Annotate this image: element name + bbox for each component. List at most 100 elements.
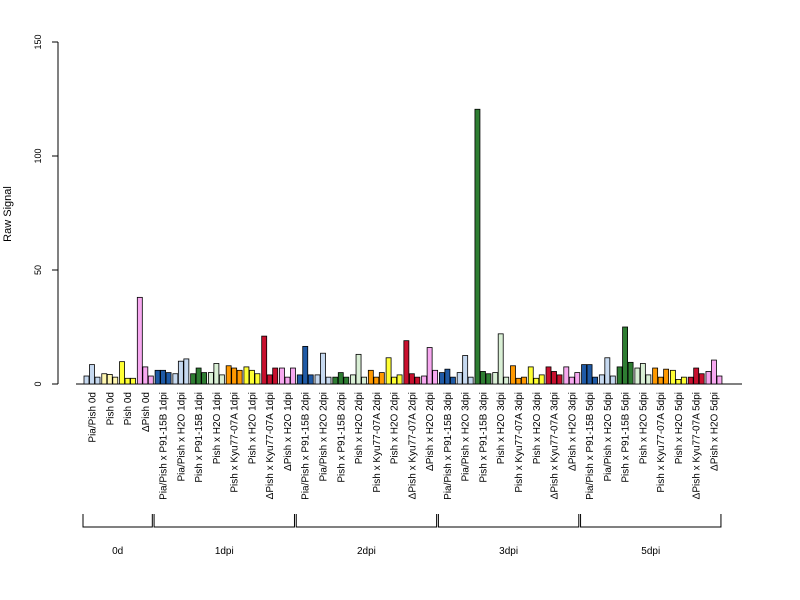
bar-27-1 [568, 376, 575, 385]
x-tick-label-1: Pish 0d [105, 392, 116, 425]
x-tick-label-21: Pia/Pish x H2O 3dpi [461, 392, 472, 482]
bar-21-0 [456, 372, 463, 385]
bar-17-0 [385, 357, 392, 385]
x-tick-label-10: ΔPish x Kyu77-07A 1dpi [265, 392, 276, 499]
group-label-0: 0d [112, 546, 123, 557]
bar-20-2 [449, 376, 456, 385]
bar-26-0 [545, 366, 552, 385]
bar-20-1 [444, 368, 451, 385]
bar-4-0 [154, 369, 161, 385]
x-tick-label-29: Pia/Pish x H2O 5dpi [603, 392, 614, 482]
bar-15-0 [350, 374, 356, 385]
bar-27-2 [574, 372, 581, 385]
bar-16-1 [373, 376, 380, 385]
bar-19-2 [432, 369, 439, 385]
bar-31-1 [639, 363, 646, 385]
x-tick-label-25: Pish x H2O 3dpi [532, 392, 543, 464]
x-tick-label-28: Pia/Pish x P91-15B 5dpi [585, 392, 596, 500]
group-bracket-0 [82, 514, 153, 528]
bar-27-0 [563, 366, 570, 385]
bar-22-1 [480, 371, 486, 385]
x-tick-label-3: ΔPish 0d [141, 392, 152, 432]
x-tick-label-16: Pish x Kyu77-07A 2dpi [372, 392, 383, 493]
x-tick-label-31: Pish x H2O 5dpi [638, 392, 649, 464]
bar-13-1 [320, 352, 326, 385]
group-bracket-4 [580, 514, 722, 528]
bar-4-1 [160, 369, 166, 385]
bar-25-0 [527, 366, 534, 385]
x-tick-label-14: Pish x P91-15B 2dpi [336, 392, 347, 483]
bar-9-1 [249, 369, 255, 385]
bar-34-1 [693, 367, 700, 385]
bar-6-2 [201, 372, 208, 385]
bar-1-1 [106, 374, 113, 385]
x-tick-label-24: Pish x Kyu77-07A 3dpi [514, 392, 525, 493]
bar-0-0 [83, 375, 90, 385]
x-tick-label-18: ΔPish x Kyu77-07A 2dpi [407, 392, 418, 499]
x-tick-label-5: Pia/Pish x H2O 1dpi [176, 392, 187, 482]
bar-8-2 [236, 369, 243, 385]
bar-21-1 [462, 355, 469, 385]
y-axis: 0 50 100 150 [33, 34, 59, 387]
x-tick-label-17: Pish x H2O 2dpi [390, 392, 401, 464]
y-tick-label-3: 150 [33, 34, 43, 49]
bar-3-1 [142, 366, 149, 385]
bar-16-2 [378, 372, 385, 385]
bar-35-0 [705, 371, 712, 385]
bar-24-1 [515, 377, 522, 385]
bar-19-0 [421, 375, 428, 385]
bar-19-1 [426, 347, 433, 385]
x-tick-label-23: Pish x H2O 3dpi [496, 392, 507, 464]
bar-24-0 [510, 365, 516, 385]
bar-34-0 [687, 376, 694, 385]
y-tick-label-0: 0 [33, 381, 43, 386]
bar-7-1 [213, 363, 220, 385]
bar-26-1 [551, 371, 557, 385]
y-axis-label: Raw Signal [2, 186, 14, 242]
x-tick-label-22: Pish x P91-15B 3dpi [478, 392, 489, 483]
bar-23-1 [497, 333, 504, 385]
x-tick-label-2: Pish 0d [123, 392, 134, 425]
bar-32-1 [657, 376, 664, 385]
x-tick-label-20: Pia/Pish x P91-15B 3dpi [443, 392, 454, 500]
bar-3-2 [147, 375, 154, 385]
x-tick-label-35: ΔPish x H2O 5dpi [709, 392, 720, 471]
bar-9-0 [243, 366, 250, 385]
bar-23-2 [503, 376, 510, 385]
group-label-3: 3dpi [499, 546, 518, 557]
bar-12-2 [307, 374, 314, 385]
bar-34-2 [698, 373, 705, 385]
x-tick-label-8: Pish x Kyu77-07A 1dpi [230, 392, 241, 493]
bar-28-2 [592, 376, 598, 385]
bar-18-0 [403, 340, 410, 385]
bar-13-0 [314, 374, 321, 385]
x-tick-label-0: Pia/Pish 0d [88, 392, 99, 443]
bar-10-1 [266, 374, 273, 385]
bar-25-2 [538, 374, 545, 385]
x-tick-label-34: ΔPish x Kyu77-07A 5dpi [692, 392, 703, 499]
bar-12-1 [302, 345, 309, 385]
bar-28-1 [586, 364, 593, 385]
group-label-2: 2dpi [357, 546, 376, 557]
bar-22-2 [485, 373, 492, 385]
bar-25-1 [533, 377, 540, 385]
x-tick-label-30: Pish x P91-15B 5dpi [621, 392, 632, 483]
x-tick-label-9: Pish x H2O 1dpi [247, 392, 258, 464]
x-tick-label-4: Pia/Pish x P91-15B 1dpi [159, 392, 170, 500]
bar-17-2 [396, 374, 403, 385]
group-bracket-1 [153, 514, 295, 528]
group-bracket-3 [437, 514, 580, 528]
bar-29-2 [609, 375, 616, 385]
bar-9-2 [254, 373, 261, 385]
x-tick-label-26: ΔPish x Kyu77-07A 3dpi [550, 392, 561, 499]
bar-23-0 [492, 372, 499, 385]
bar-10-2 [272, 367, 279, 385]
bar-33-1 [675, 379, 682, 385]
x-tick-label-12: Pia/Pish x P91-15B 2dpi [301, 392, 312, 500]
bar-17-1 [391, 376, 397, 385]
x-tick-labels: Pia/Pish 0d Pish 0d Pish 0d ΔPish 0d Pia/Pis… [88, 392, 721, 500]
bar-21-2 [467, 376, 474, 385]
bar-11-1 [284, 376, 291, 385]
x-tick-label-13: Pia/Pish x H2O 2dpi [319, 392, 330, 482]
bar-4-2 [165, 372, 172, 385]
